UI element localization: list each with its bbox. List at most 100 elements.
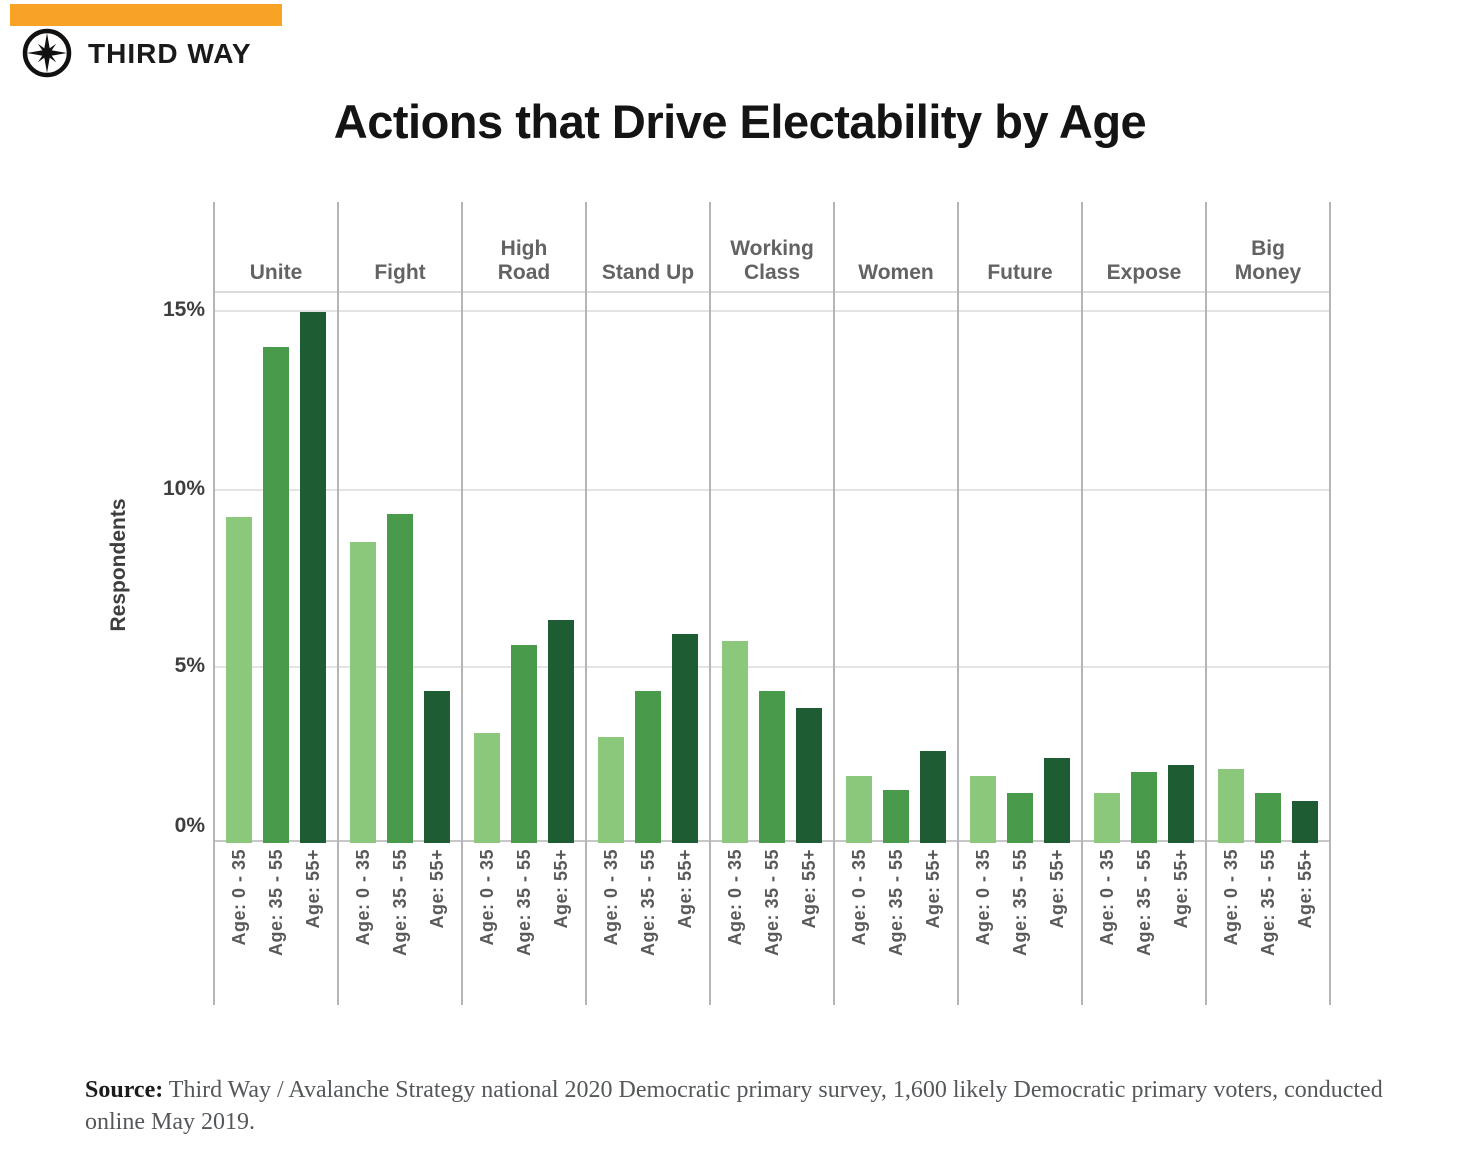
age-label-age-55: Age: 55+ bbox=[427, 849, 447, 929]
bars-area-expose bbox=[1083, 293, 1205, 844]
bar-chart: Unite Age: 0 - 35 Age: 35 - 55 Age: 55+ Figh… bbox=[213, 202, 1331, 1005]
bar-working-class-age-35-55 bbox=[759, 691, 785, 844]
age-label-age-55: Age: 55+ bbox=[675, 849, 695, 929]
y-axis-title: Respondents bbox=[107, 498, 130, 632]
age-label-age-55: Age: 55+ bbox=[1171, 849, 1191, 929]
compass-icon bbox=[22, 28, 72, 78]
age-label-age-35-55: Age: 35 - 55 bbox=[762, 849, 782, 957]
age-label-age-35-55: Age: 35 - 55 bbox=[1258, 849, 1278, 957]
age-label-age-0-35: Age: 0 - 35 bbox=[849, 849, 869, 946]
gridline-15pct bbox=[213, 310, 1331, 312]
source-label: Source: bbox=[85, 1077, 164, 1103]
bar-big-money-age-0-35 bbox=[1218, 769, 1244, 844]
category-panel-stand-up: Stand Up Age: 0 - 35 Age: 35 - 55 Age: 55+ bbox=[585, 202, 709, 1005]
bar-unite-age-55 bbox=[300, 312, 326, 844]
category-header-working-class: Working Class bbox=[711, 202, 833, 294]
bars-area-fight bbox=[339, 293, 461, 844]
gridline-5pct bbox=[213, 666, 1331, 668]
category-panel-fight: Fight Age: 0 - 35 Age: 35 - 55 Age: 55+ bbox=[337, 202, 461, 1005]
bar-women-age-55 bbox=[920, 751, 946, 844]
age-label-age-55: Age: 55+ bbox=[1295, 849, 1315, 929]
age-label-age-0-35: Age: 0 - 35 bbox=[353, 849, 373, 946]
age-label-age-55: Age: 55+ bbox=[799, 849, 819, 929]
age-labels-big-money: Age: 0 - 35 Age: 35 - 55 Age: 55+ bbox=[1207, 843, 1329, 1005]
bar-stand-up-age-55 bbox=[672, 634, 698, 844]
age-labels-future: Age: 0 - 35 Age: 35 - 55 Age: 55+ bbox=[959, 843, 1081, 1005]
age-labels-high-road: Age: 0 - 35 Age: 35 - 55 Age: 55+ bbox=[463, 843, 585, 1005]
category-header-unite: Unite bbox=[215, 202, 337, 294]
age-label-age-35-55: Age: 35 - 55 bbox=[514, 849, 534, 957]
age-label-age-0-35: Age: 0 - 35 bbox=[1221, 849, 1241, 946]
bar-high-road-age-0-35 bbox=[474, 733, 500, 844]
category-header-big-money: Big Money bbox=[1207, 202, 1329, 294]
bars-area-big-money bbox=[1207, 293, 1329, 844]
bar-fight-age-0-35 bbox=[350, 542, 376, 844]
age-label-age-35-55: Age: 35 - 55 bbox=[1134, 849, 1154, 957]
bar-fight-age-55 bbox=[424, 691, 450, 844]
bar-working-class-age-0-35 bbox=[722, 641, 748, 844]
bars-area-women bbox=[835, 293, 957, 844]
category-panel-women: Women Age: 0 - 35 Age: 35 - 55 Age: 55+ bbox=[833, 202, 957, 1005]
bars-area-high-road bbox=[463, 293, 585, 844]
bars-area-unite bbox=[215, 293, 337, 844]
age-label-age-55: Age: 55+ bbox=[303, 849, 323, 929]
age-label-age-0-35: Age: 0 - 35 bbox=[1097, 849, 1117, 946]
category-header-high-road: High Road bbox=[463, 202, 585, 294]
age-label-age-0-35: Age: 0 - 35 bbox=[725, 849, 745, 946]
age-label-age-35-55: Age: 35 - 55 bbox=[1010, 849, 1030, 957]
category-panel-high-road: High Road Age: 0 - 35 Age: 35 - 55 Age: 55+ bbox=[461, 202, 585, 1005]
category-header-expose: Expose bbox=[1083, 202, 1205, 294]
age-labels-women: Age: 0 - 35 Age: 35 - 55 Age: 55+ bbox=[835, 843, 957, 1005]
bar-future-age-0-35 bbox=[970, 776, 996, 844]
bar-expose-age-0-35 bbox=[1094, 793, 1120, 844]
bar-unite-age-0-35 bbox=[226, 517, 252, 844]
source-text: Third Way / Avalanche Strategy national … bbox=[85, 1077, 1383, 1136]
age-label-age-35-55: Age: 35 - 55 bbox=[638, 849, 658, 957]
age-label-age-35-55: Age: 35 - 55 bbox=[390, 849, 410, 957]
age-labels-stand-up: Age: 0 - 35 Age: 35 - 55 Age: 55+ bbox=[587, 843, 709, 1005]
category-header-fight: Fight bbox=[339, 202, 461, 294]
age-labels-fight: Age: 0 - 35 Age: 35 - 55 Age: 55+ bbox=[339, 843, 461, 1005]
bar-stand-up-age-35-55 bbox=[635, 691, 661, 844]
bars-area-stand-up bbox=[587, 293, 709, 844]
age-label-age-55: Age: 55+ bbox=[551, 849, 571, 929]
category-header-future: Future bbox=[959, 202, 1081, 294]
category-panel-unite: Unite Age: 0 - 35 Age: 35 - 55 Age: 55+ bbox=[213, 202, 337, 1005]
age-label-age-55: Age: 55+ bbox=[1047, 849, 1067, 929]
category-panel-working-class: Working Class Age: 0 - 35 Age: 35 - 55 Age:… bbox=[709, 202, 833, 1005]
bar-working-class-age-55 bbox=[796, 708, 822, 844]
y-tick-0: 0% bbox=[174, 814, 205, 837]
bar-big-money-age-35-55 bbox=[1255, 793, 1281, 844]
bar-future-age-35-55 bbox=[1007, 793, 1033, 844]
age-label-age-55: Age: 55+ bbox=[923, 849, 943, 929]
brand-accent-bar bbox=[10, 4, 282, 26]
y-tick-15: 15% bbox=[162, 298, 205, 321]
age-labels-expose: Age: 0 - 35 Age: 35 - 55 Age: 55+ bbox=[1083, 843, 1205, 1005]
bar-women-age-35-55 bbox=[883, 790, 909, 844]
bar-unite-age-35-55 bbox=[263, 347, 289, 844]
bars-area-working-class bbox=[711, 293, 833, 844]
bar-fight-age-35-55 bbox=[387, 514, 413, 844]
bar-expose-age-55 bbox=[1168, 765, 1194, 844]
y-tick-10: 10% bbox=[162, 477, 205, 500]
category-panel-expose: Expose Age: 0 - 35 Age: 35 - 55 Age: 55+ bbox=[1081, 202, 1205, 1005]
bar-future-age-55 bbox=[1044, 758, 1070, 844]
age-label-age-35-55: Age: 35 - 55 bbox=[886, 849, 906, 957]
gridline-10pct bbox=[213, 489, 1331, 491]
category-panels: Unite Age: 0 - 35 Age: 35 - 55 Age: 55+ Figh… bbox=[213, 202, 1331, 1005]
bar-women-age-0-35 bbox=[846, 776, 872, 844]
age-labels-working-class: Age: 0 - 35 Age: 35 - 55 Age: 55+ bbox=[711, 843, 833, 1005]
source-note: Source: Third Way / Avalanche Strategy n… bbox=[85, 1074, 1415, 1139]
category-panel-big-money: Big Money Age: 0 - 35 Age: 35 - 55 Age: 55+ bbox=[1205, 202, 1329, 1005]
category-panel-future: Future Age: 0 - 35 Age: 35 - 55 Age: 55+ bbox=[957, 202, 1081, 1005]
bar-expose-age-35-55 bbox=[1131, 772, 1157, 844]
category-header-stand-up: Stand Up bbox=[587, 202, 709, 294]
age-label-age-0-35: Age: 0 - 35 bbox=[477, 849, 497, 946]
page-title: Actions that Drive Electability by Age bbox=[333, 95, 1147, 148]
bar-high-road-age-55 bbox=[548, 620, 574, 844]
age-label-age-0-35: Age: 0 - 35 bbox=[601, 849, 621, 946]
age-label-age-0-35: Age: 0 - 35 bbox=[229, 849, 249, 946]
bar-high-road-age-35-55 bbox=[511, 645, 537, 844]
age-labels-unite: Age: 0 - 35 Age: 35 - 55 Age: 55+ bbox=[215, 843, 337, 1005]
bars-area-future bbox=[959, 293, 1081, 844]
